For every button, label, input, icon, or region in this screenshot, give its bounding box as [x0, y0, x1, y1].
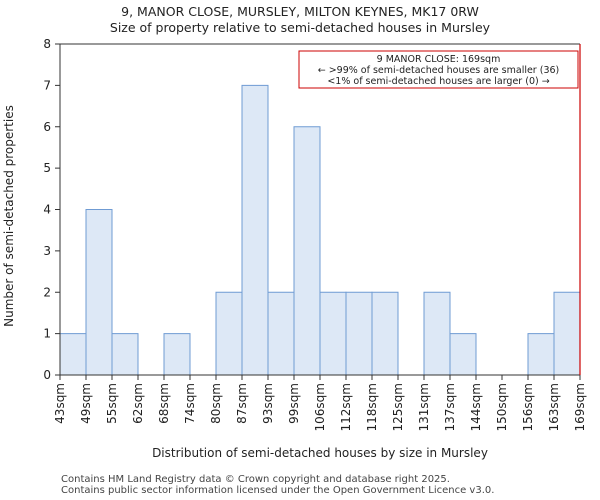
annotation-line-2: ← >99% of semi-detached houses are small…: [318, 65, 560, 76]
bar-group: [59, 84, 581, 376]
annotation-line-1: 9 MANOR CLOSE: 169sqm: [377, 54, 501, 65]
footer: Contains HM Land Registry data © Crown c…: [61, 474, 494, 496]
y-tick-label: 1: [43, 327, 51, 341]
chart-title-line1: 9, MANOR CLOSE, MURSLEY, MILTON KEYNES, …: [121, 4, 479, 19]
y-axis-ticks: 0 1 2 3 4 5 6 7 8: [43, 37, 60, 382]
x-axis-label: Distribution of semi-detached houses by …: [152, 446, 488, 460]
y-tick-label: 8: [43, 37, 51, 51]
marker-group: 9 MANOR CLOSE: 169sqm← >99% of semi-deta…: [298, 44, 581, 375]
x-tick-label: 87sqm: [235, 383, 249, 424]
x-tick-label: 49sqm: [79, 383, 93, 424]
bar-156sqm: [527, 333, 555, 376]
x-tick-label: 137sqm: [443, 383, 457, 431]
y-tick-label: 6: [43, 120, 51, 134]
bar-49sqm: [85, 209, 113, 376]
x-tick-label: 150sqm: [495, 383, 509, 431]
bar-106sqm: [319, 291, 347, 376]
chart-title-line2: Size of property relative to semi-detach…: [110, 20, 491, 35]
x-tick-label: 112sqm: [339, 383, 353, 431]
bar-87sqm: [241, 84, 269, 376]
bar-99sqm: [293, 126, 321, 376]
x-tick-label: 156sqm: [521, 383, 535, 431]
x-tick-label: 74sqm: [183, 383, 197, 424]
bar-93sqm: [267, 291, 295, 376]
x-tick-label: 163sqm: [547, 383, 561, 431]
chart-svg: 9, MANOR CLOSE, MURSLEY, MILTON KEYNES, …: [2, 4, 587, 460]
bar-43sqm: [59, 333, 87, 376]
x-tick-label: 68sqm: [157, 383, 171, 424]
bar-68sqm: [163, 333, 191, 376]
x-tick-label: 118sqm: [365, 383, 379, 431]
x-tick-label: 55sqm: [105, 383, 119, 424]
bar-112sqm: [345, 291, 373, 376]
bar-55sqm: [111, 333, 139, 376]
annotation-box: [298, 50, 579, 89]
bar-163sqm: [553, 291, 581, 376]
y-tick-label: 4: [43, 203, 51, 217]
footer-line1: Contains HM Land Registry data © Crown c…: [61, 474, 450, 485]
x-tick-label: 169sqm: [573, 383, 587, 431]
x-tick-label: 62sqm: [131, 383, 145, 424]
y-tick-label: 0: [43, 368, 51, 382]
x-axis-ticks: 43sqm 49sqm 55sqm 62sqm 68sqm 74sqm 80sqm 87sqm…: [53, 375, 587, 431]
y-tick-label: 3: [43, 244, 51, 258]
y-axis-label: Number of semi-detached properties: [2, 105, 16, 327]
x-tick-label: 125sqm: [391, 383, 405, 431]
x-tick-label: 93sqm: [261, 383, 275, 424]
x-tick-label: 144sqm: [469, 383, 483, 431]
x-tick-label: 131sqm: [417, 383, 431, 431]
bar-131sqm: [423, 291, 451, 376]
x-tick-label: 43sqm: [53, 383, 67, 424]
footer-line2: Contains public sector information licen…: [61, 485, 495, 496]
y-tick-label: 5: [43, 161, 51, 175]
y-tick-label: 7: [43, 78, 51, 92]
x-tick-label: 80sqm: [209, 383, 223, 424]
y-tick-label: 2: [43, 285, 51, 299]
annotation-line-3: <1% of semi-detached houses are larger (…: [327, 76, 549, 87]
x-tick-label: 99sqm: [287, 383, 301, 424]
bar-137sqm: [449, 333, 477, 376]
bar-80sqm: [215, 291, 243, 376]
x-tick-label: 106sqm: [313, 383, 327, 431]
bar-118sqm: [371, 291, 399, 376]
